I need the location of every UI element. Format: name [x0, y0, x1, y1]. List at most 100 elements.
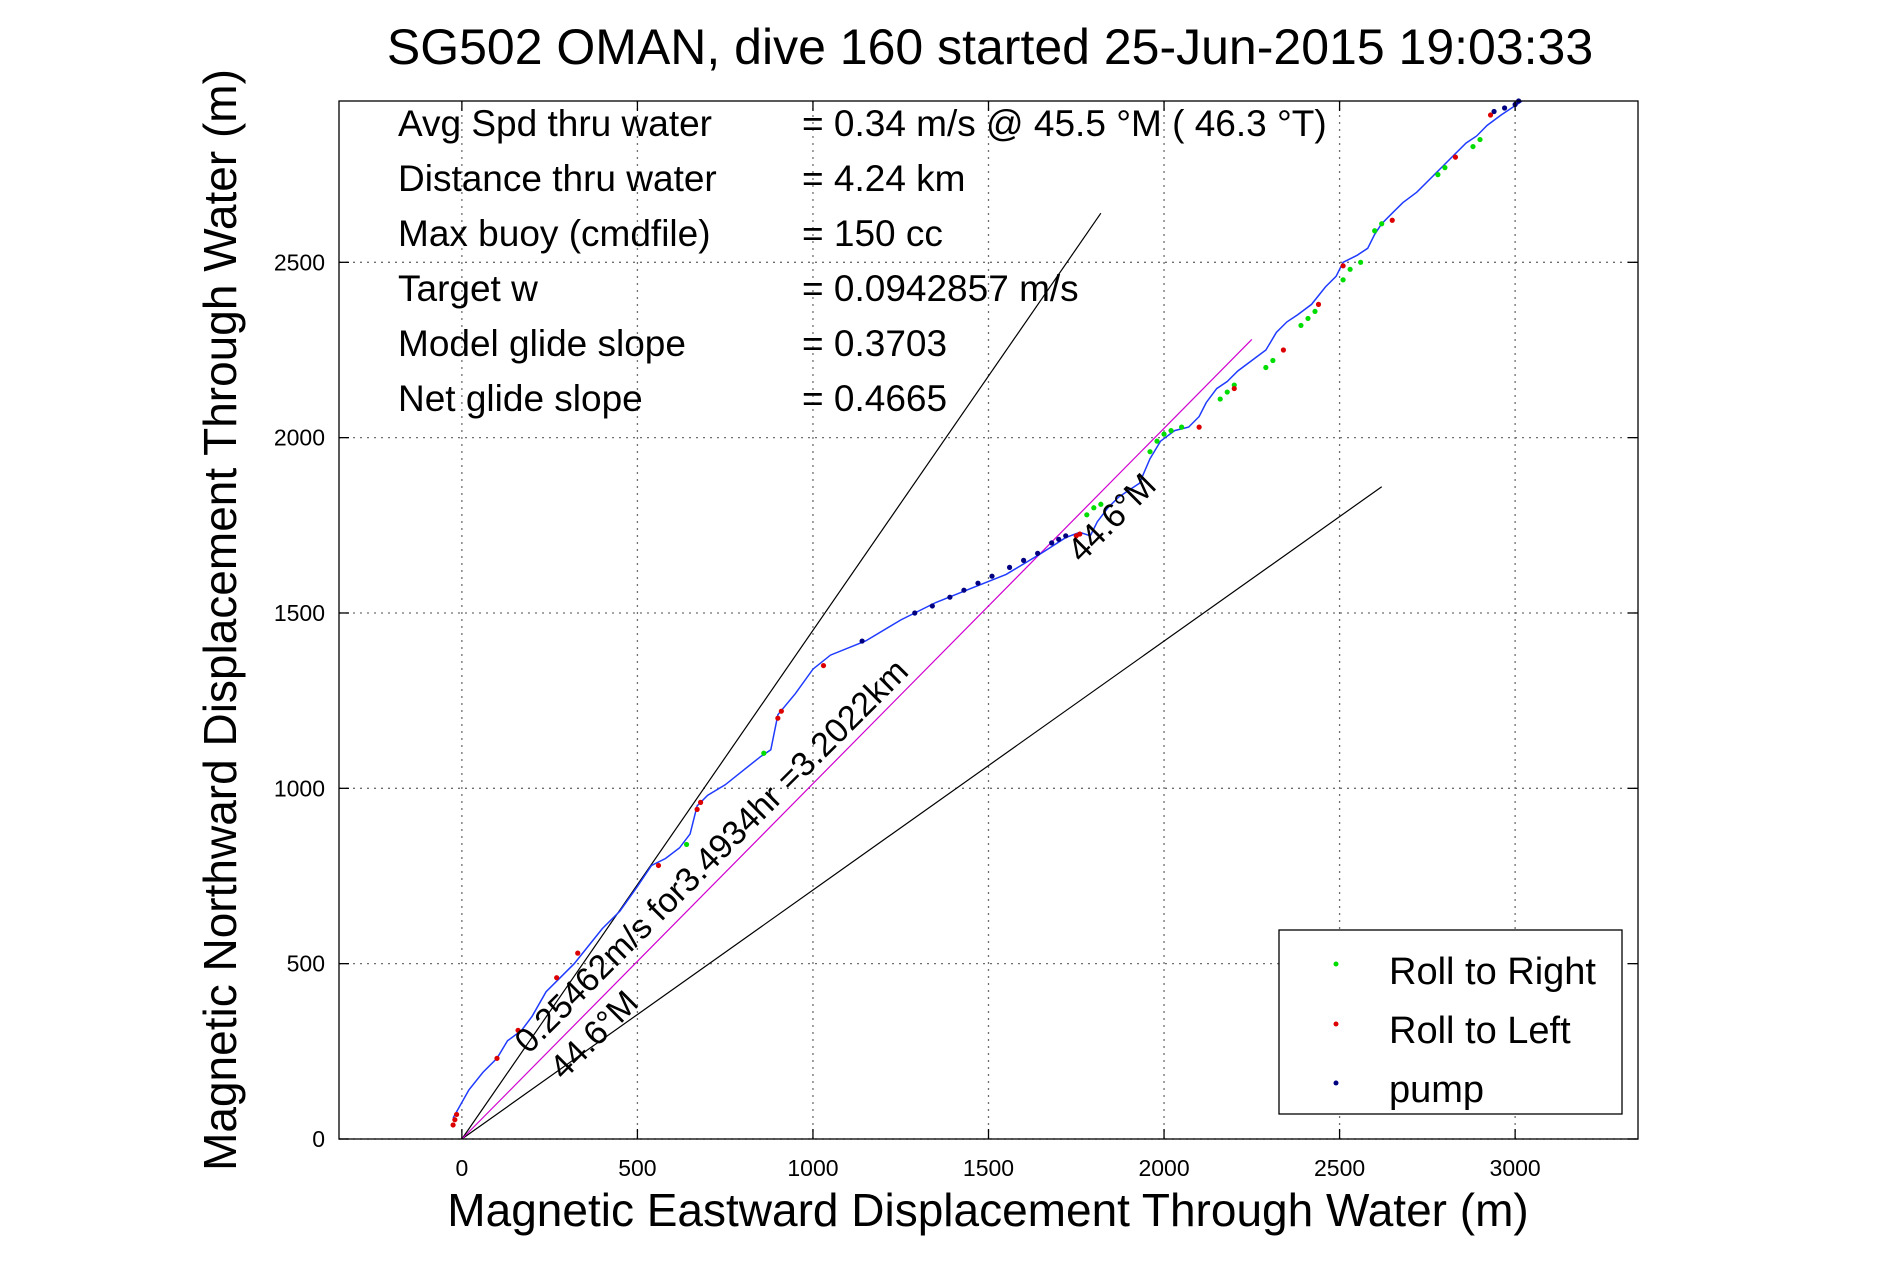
marker-roll-to-right	[761, 750, 767, 756]
track-layer	[452, 100, 1523, 1119]
x-tick-label: 500	[618, 1155, 656, 1181]
reference-lines	[461, 212, 1383, 1140]
marker-roll-to-right	[1147, 449, 1153, 455]
reference-line-lower	[461, 486, 1383, 1140]
legend-label-roll-left: Roll to Left	[1389, 1010, 1571, 1052]
x-axis-title: Magnetic Eastward Displacement Through W…	[447, 1184, 1528, 1236]
stats-box: Avg Spd thru water = 0.34 m/s @ 45.5 °M …	[398, 103, 1327, 419]
stat-value-distance: = 4.24 km	[802, 158, 966, 199]
marker-pump	[989, 573, 995, 579]
stat-label-net-glide: Net glide slope	[398, 378, 643, 419]
y-tick-label: 1000	[274, 775, 325, 801]
x-tick-label: 1000	[787, 1155, 838, 1181]
marker-pump	[961, 587, 967, 593]
marker-roll-to-left	[1340, 263, 1346, 269]
marker-roll-to-right	[1154, 438, 1160, 444]
marker-roll-to-left	[1196, 424, 1202, 430]
legend-label-roll-right: Roll to Right	[1389, 951, 1596, 993]
stat-label-distance: Distance thru water	[398, 158, 717, 199]
marker-roll-to-left	[775, 715, 781, 721]
marker-pump	[1063, 533, 1069, 539]
marker-roll-to-left	[450, 1122, 456, 1128]
chart-title: SG502 OMAN, dive 160 started 25-Jun-2015…	[387, 19, 1593, 75]
marker-roll-to-right	[1358, 259, 1364, 265]
marker-pump	[1021, 557, 1027, 563]
marker-roll-to-left	[1077, 531, 1083, 537]
marker-roll-to-left	[515, 1027, 521, 1033]
marker-roll-to-right	[1312, 308, 1318, 315]
legend-marker-roll-left	[1333, 1021, 1339, 1027]
legend-marker-roll-right	[1333, 961, 1339, 967]
marker-roll-to-right	[1442, 165, 1448, 171]
marker-roll-to-left	[694, 806, 700, 812]
stat-value-model-glide: = 0.3703	[802, 323, 947, 364]
marker-roll-to-right	[1372, 228, 1378, 234]
marker-roll-to-left	[494, 1055, 500, 1061]
stat-label-target-w: Target w	[398, 268, 538, 309]
marker-roll-to-left	[575, 950, 581, 956]
marker-pump	[1035, 550, 1041, 556]
reference-line-upper	[461, 212, 1102, 1140]
marker-roll-to-left	[1389, 217, 1395, 223]
stat-value-target-w: = 0.0942857 m/s	[802, 268, 1079, 309]
y-tick-label: 500	[287, 951, 325, 977]
x-tick-label: 2000	[1138, 1155, 1189, 1181]
marker-roll-to-left	[1231, 385, 1237, 392]
legend: Roll to Right Roll to Left pump	[1278, 929, 1623, 1115]
marker-roll-to-right	[1091, 505, 1097, 511]
marker-roll-to-right	[1168, 428, 1174, 434]
marker-roll-to-right	[1477, 136, 1483, 143]
marker-roll-to-right	[1270, 357, 1276, 364]
marker-roll-to-left	[1487, 112, 1494, 118]
marker-roll-to-right	[1178, 424, 1185, 430]
legend-marker-pump	[1333, 1080, 1339, 1086]
marker-roll-to-right	[1340, 277, 1346, 283]
marker-pump	[1501, 105, 1508, 111]
marker-roll-to-right	[1435, 172, 1441, 178]
x-tick-label: 2500	[1314, 1155, 1365, 1181]
x-tick-label: 1500	[963, 1155, 1014, 1181]
plot-area-frame	[338, 100, 1639, 1140]
marker-roll-to-right	[1224, 389, 1230, 395]
x-tick-label: 0	[455, 1155, 468, 1181]
marker-pump	[1049, 540, 1055, 546]
stat-value-max-buoy: = 150 cc	[802, 213, 943, 254]
marker-roll-to-left	[454, 1111, 460, 1118]
marker-roll-to-left	[778, 708, 784, 714]
marker-roll-to-right	[1161, 431, 1167, 437]
y-tick-label: 1500	[274, 600, 325, 626]
marker-roll-to-right	[1098, 501, 1104, 507]
marker-roll-to-right	[1379, 221, 1385, 227]
stat-label-max-buoy: Max buoy (cmdfile)	[398, 213, 711, 254]
stat-value-net-glide: = 0.4665	[802, 378, 947, 419]
marker-roll-to-left	[1315, 301, 1322, 307]
marker-pump	[929, 603, 935, 609]
track-line	[452, 100, 1523, 1119]
legend-label-pump: pump	[1389, 1069, 1484, 1111]
marker-roll-to-right	[1305, 315, 1311, 322]
marker-roll-to-right	[1263, 364, 1269, 371]
marker-roll-to-left	[1280, 347, 1287, 353]
marker-roll-to-right	[1470, 143, 1476, 150]
stat-value-avg-speed: = 0.34 m/s @ 45.5 °M ( 46.3 °T)	[802, 103, 1327, 144]
y-tick-label: 0	[312, 1126, 325, 1152]
marker-pump	[859, 638, 865, 644]
marker-pump	[1006, 564, 1013, 570]
marker-roll-to-left	[655, 862, 662, 869]
y-axis-title: Magnetic Northward Displacement Through …	[194, 69, 246, 1171]
stat-label-model-glide: Model glide slope	[398, 323, 686, 364]
marker-pump	[947, 594, 953, 600]
marker-roll-to-left	[554, 975, 560, 981]
marker-roll-to-right	[1347, 266, 1353, 272]
marker-pump	[1056, 536, 1062, 542]
x-tick-label: 3000	[1490, 1155, 1541, 1181]
marker-roll-to-right	[1217, 396, 1223, 402]
marker-roll-to-right	[1298, 322, 1304, 329]
marker-pump	[975, 580, 981, 586]
marker-pump	[1491, 108, 1497, 115]
y-tick-label: 2000	[274, 425, 325, 451]
stat-label-avg-speed: Avg Spd thru water	[398, 103, 712, 144]
marker-pump	[912, 610, 918, 616]
marker-roll-to-left	[1452, 154, 1459, 160]
